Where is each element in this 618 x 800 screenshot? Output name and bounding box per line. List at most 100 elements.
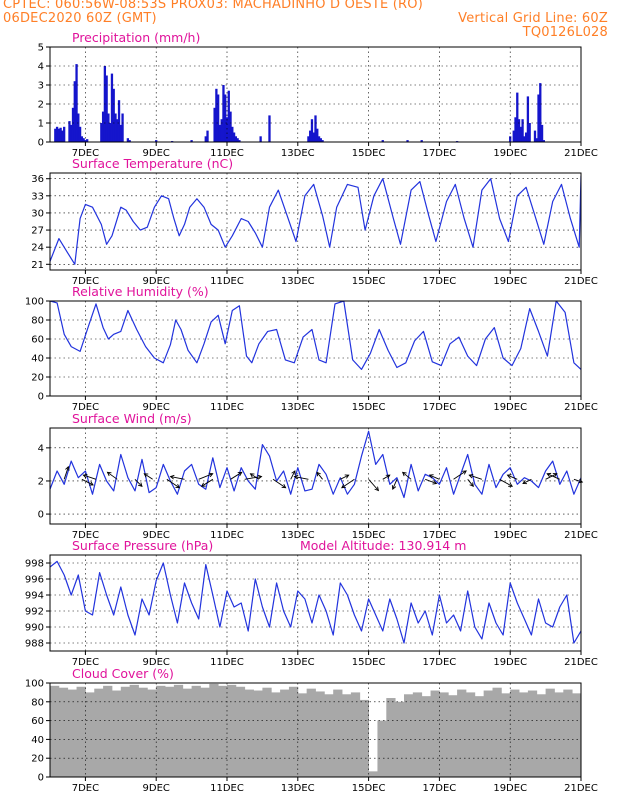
wind-vector	[467, 479, 474, 487]
wind-vector	[469, 474, 483, 480]
bar-5-19	[218, 685, 228, 777]
bar-5-13	[165, 686, 175, 777]
bar-5-0	[50, 685, 60, 777]
bar-5-32	[333, 689, 343, 777]
bar-0-15	[84, 140, 87, 142]
wind-vector-head	[508, 482, 514, 487]
wind-vector-head	[468, 473, 474, 479]
plot-frame	[49, 682, 582, 778]
x-tick-label: 15DEC	[352, 402, 386, 413]
bar-5-21	[235, 686, 246, 777]
bar-0-83	[542, 140, 545, 142]
wind-vector-head	[82, 473, 88, 479]
bar-0-79	[535, 138, 538, 142]
chart-title-3: Surface Wind (m/s)	[72, 411, 192, 426]
y-tick-label: 998	[25, 559, 44, 570]
bar-5-8	[120, 686, 131, 777]
bar-5-14	[173, 684, 184, 777]
wind-vector-head	[391, 485, 397, 490]
bar-0-37	[213, 107, 216, 142]
x-tick-label: 19DEC	[493, 657, 527, 668]
chart-panel-5: 0 20 40 60 80 100 7DEC 9DEC 11DEC 13DEC 15DEC 17DEC…	[25, 666, 598, 794]
chart-panel-2: 0 20 40 60 80 100 7DEC 9DEC 11DEC 13DEC 15DEC 17DEC…	[25, 284, 598, 413]
wind-vector-head	[462, 470, 467, 475]
bar-0-51	[238, 140, 241, 142]
wind-vector	[340, 474, 349, 480]
bar-0-54	[307, 136, 310, 142]
bar-5-58	[563, 689, 573, 777]
x-tick-label: 9DEC	[143, 783, 170, 794]
wind-vector	[545, 473, 558, 480]
bar-0-11	[77, 113, 80, 142]
x-tick-label: 21DEC	[564, 148, 598, 159]
x-tick-label: 11DEC	[210, 402, 244, 413]
y-tick-label: 0	[38, 773, 44, 784]
bar-0-80	[537, 94, 540, 142]
y-tick-label: 4	[38, 62, 44, 73]
bar-0-23	[110, 73, 114, 142]
bar-5-45	[448, 695, 458, 777]
bar-0-6	[68, 121, 71, 142]
header-line-2-right: Vertical Grid Line: 60Z	[458, 11, 608, 26]
bar-5-27	[288, 686, 299, 777]
bar-5-47	[465, 692, 476, 777]
bar-5-34	[350, 692, 361, 777]
bar-0-69	[514, 117, 517, 142]
plot-frame	[49, 172, 582, 271]
bar-0-73	[521, 119, 524, 142]
bar-5-16	[191, 685, 201, 777]
bar-5-7	[111, 690, 122, 777]
y-tick-label: 992	[25, 607, 44, 618]
bar-0-34	[190, 140, 193, 142]
y-tick-label: 30	[31, 208, 44, 219]
wind-vector-head	[137, 482, 143, 487]
bar-0-76	[526, 96, 530, 142]
wind-vector-head	[469, 482, 474, 488]
y-tick-label: 20	[31, 754, 44, 765]
y-tick-label: 0	[38, 510, 44, 521]
bar-0-18	[101, 111, 105, 142]
wind-vector	[81, 478, 94, 486]
bar-0-67	[509, 136, 512, 142]
bar-5-30	[315, 691, 325, 777]
chart-panel-0: 0 1 2 3 4 5 7DEC 9DEC 11DEC 13DEC 15DEC 17DEC 19DEC 2…	[38, 30, 598, 159]
y-tick-label: 27	[31, 226, 44, 237]
bar-5-6	[103, 685, 113, 777]
wind-vector	[294, 476, 309, 480]
x-tick-label: 17DEC	[423, 783, 457, 794]
bar-5-56	[545, 688, 555, 777]
y-tick-label: 33	[31, 191, 44, 202]
wind-vector-head	[257, 474, 263, 480]
bar-0-70	[516, 92, 519, 142]
plot-frame	[49, 46, 582, 143]
bar-5-2	[67, 689, 77, 777]
chart-subtitle-4: Model Altitude: 130.914 m	[300, 538, 466, 553]
wind-vector	[368, 479, 379, 491]
bar-5-51	[501, 693, 511, 777]
wind-vector	[170, 476, 185, 480]
x-tick-label: 15DEC	[352, 276, 386, 287]
wind-vector	[201, 478, 214, 487]
wind-vector	[230, 471, 242, 480]
wind-vector	[63, 466, 69, 480]
x-tick-label: 17DEC	[423, 402, 457, 413]
bar-0-28	[119, 124, 122, 142]
x-tick-label: 9DEC	[143, 148, 170, 159]
bar-0-71	[517, 119, 521, 142]
bar-5-1	[58, 687, 69, 777]
wind-vector	[499, 478, 513, 487]
wind-vector	[166, 478, 180, 489]
wind-vector	[244, 476, 262, 480]
bar-0-16	[86, 139, 89, 142]
bar-0-10	[75, 64, 78, 142]
bar-0-22	[109, 123, 112, 142]
x-tick-label: 11DEC	[210, 276, 244, 287]
y-tick-label: 60	[31, 335, 44, 346]
x-tick-label: 19DEC	[493, 402, 527, 413]
bar-0-59	[316, 128, 319, 142]
wind-vector	[382, 474, 390, 480]
bar-0-13	[80, 136, 84, 142]
wind-vector-head	[344, 474, 350, 479]
bar-0-4	[61, 130, 64, 142]
chart-title-4: Surface Pressure (hPa)	[72, 538, 213, 553]
